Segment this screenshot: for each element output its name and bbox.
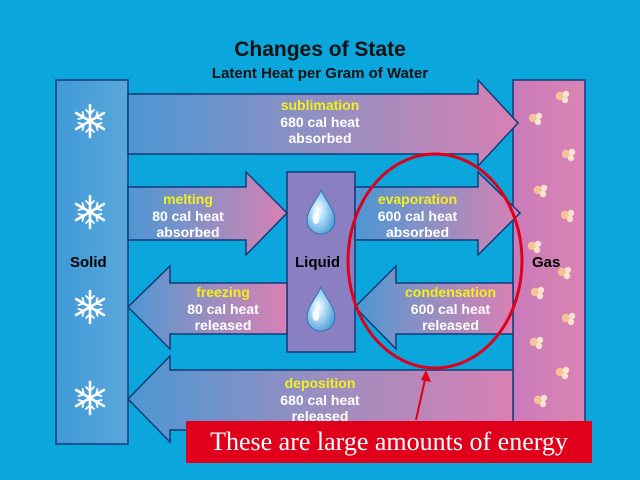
condensation-arrow bbox=[353, 264, 514, 351]
condensation-name: condensation bbox=[404, 284, 496, 300]
evaporation-label: evaporation 600 cal heat absorbed bbox=[355, 191, 480, 240]
callout-pointer-head bbox=[421, 370, 431, 382]
condensation-label: condensation 600 cal heat released bbox=[388, 284, 513, 333]
diagram-title: Changes of State bbox=[234, 38, 406, 61]
evaporation-amount: 600 cal heat bbox=[377, 208, 458, 224]
deposition-label: deposition 680 cal heat released bbox=[240, 375, 400, 421]
evaporation-arrow bbox=[354, 170, 522, 257]
melting-amount: 80 cal heat bbox=[152, 208, 224, 224]
diagram-subtitle: Latent Heat per Gram of Water bbox=[211, 65, 429, 82]
sublimation-label: sublimation 680 cal heat absorbed bbox=[240, 97, 400, 146]
freezing-label: freezing 80 cal heat released bbox=[162, 284, 284, 333]
sublimation-direction: absorbed bbox=[288, 130, 352, 146]
gas-label: Gas bbox=[532, 254, 561, 271]
gas-column bbox=[512, 79, 586, 445]
sublimation-arrow bbox=[127, 78, 520, 168]
sublimation-name: sublimation bbox=[280, 97, 360, 113]
freezing-direction: released bbox=[194, 317, 252, 333]
melting-label: melting 80 cal heat absorbed bbox=[128, 191, 248, 240]
deposition-amount: 680 cal heat bbox=[280, 392, 360, 408]
energy-callout: These are large amounts of energy bbox=[186, 421, 592, 463]
condensation-amount: 600 cal heat bbox=[410, 301, 491, 317]
sublimation-amount: 680 cal heat bbox=[280, 114, 360, 130]
evaporation-name: evaporation bbox=[377, 191, 458, 207]
emphasis-ellipse bbox=[346, 152, 524, 370]
callout-pointer bbox=[415, 374, 427, 421]
liquid-label: Liquid bbox=[295, 254, 340, 271]
freezing-arrow bbox=[126, 264, 288, 351]
melting-arrow bbox=[127, 170, 289, 257]
solid-label: Solid bbox=[70, 254, 107, 271]
condensation-direction: released bbox=[422, 317, 479, 333]
deposition-direction: released bbox=[291, 408, 349, 421]
freezing-name: freezing bbox=[196, 284, 250, 300]
deposition-name: deposition bbox=[284, 375, 356, 391]
freezing-amount: 80 cal heat bbox=[187, 301, 259, 317]
melting-name: melting bbox=[163, 191, 213, 207]
evaporation-direction: absorbed bbox=[385, 224, 449, 240]
melting-direction: absorbed bbox=[156, 224, 220, 240]
solid-column bbox=[55, 79, 129, 445]
